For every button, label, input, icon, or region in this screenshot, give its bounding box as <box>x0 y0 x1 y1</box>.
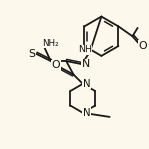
Text: O: O <box>52 60 60 70</box>
Text: N: N <box>83 108 91 118</box>
Text: N: N <box>82 59 90 69</box>
Text: NH: NH <box>78 45 92 54</box>
Text: S: S <box>29 49 36 59</box>
Text: O: O <box>138 41 147 51</box>
Text: N: N <box>83 79 91 89</box>
Text: NH₂: NH₂ <box>42 39 59 48</box>
